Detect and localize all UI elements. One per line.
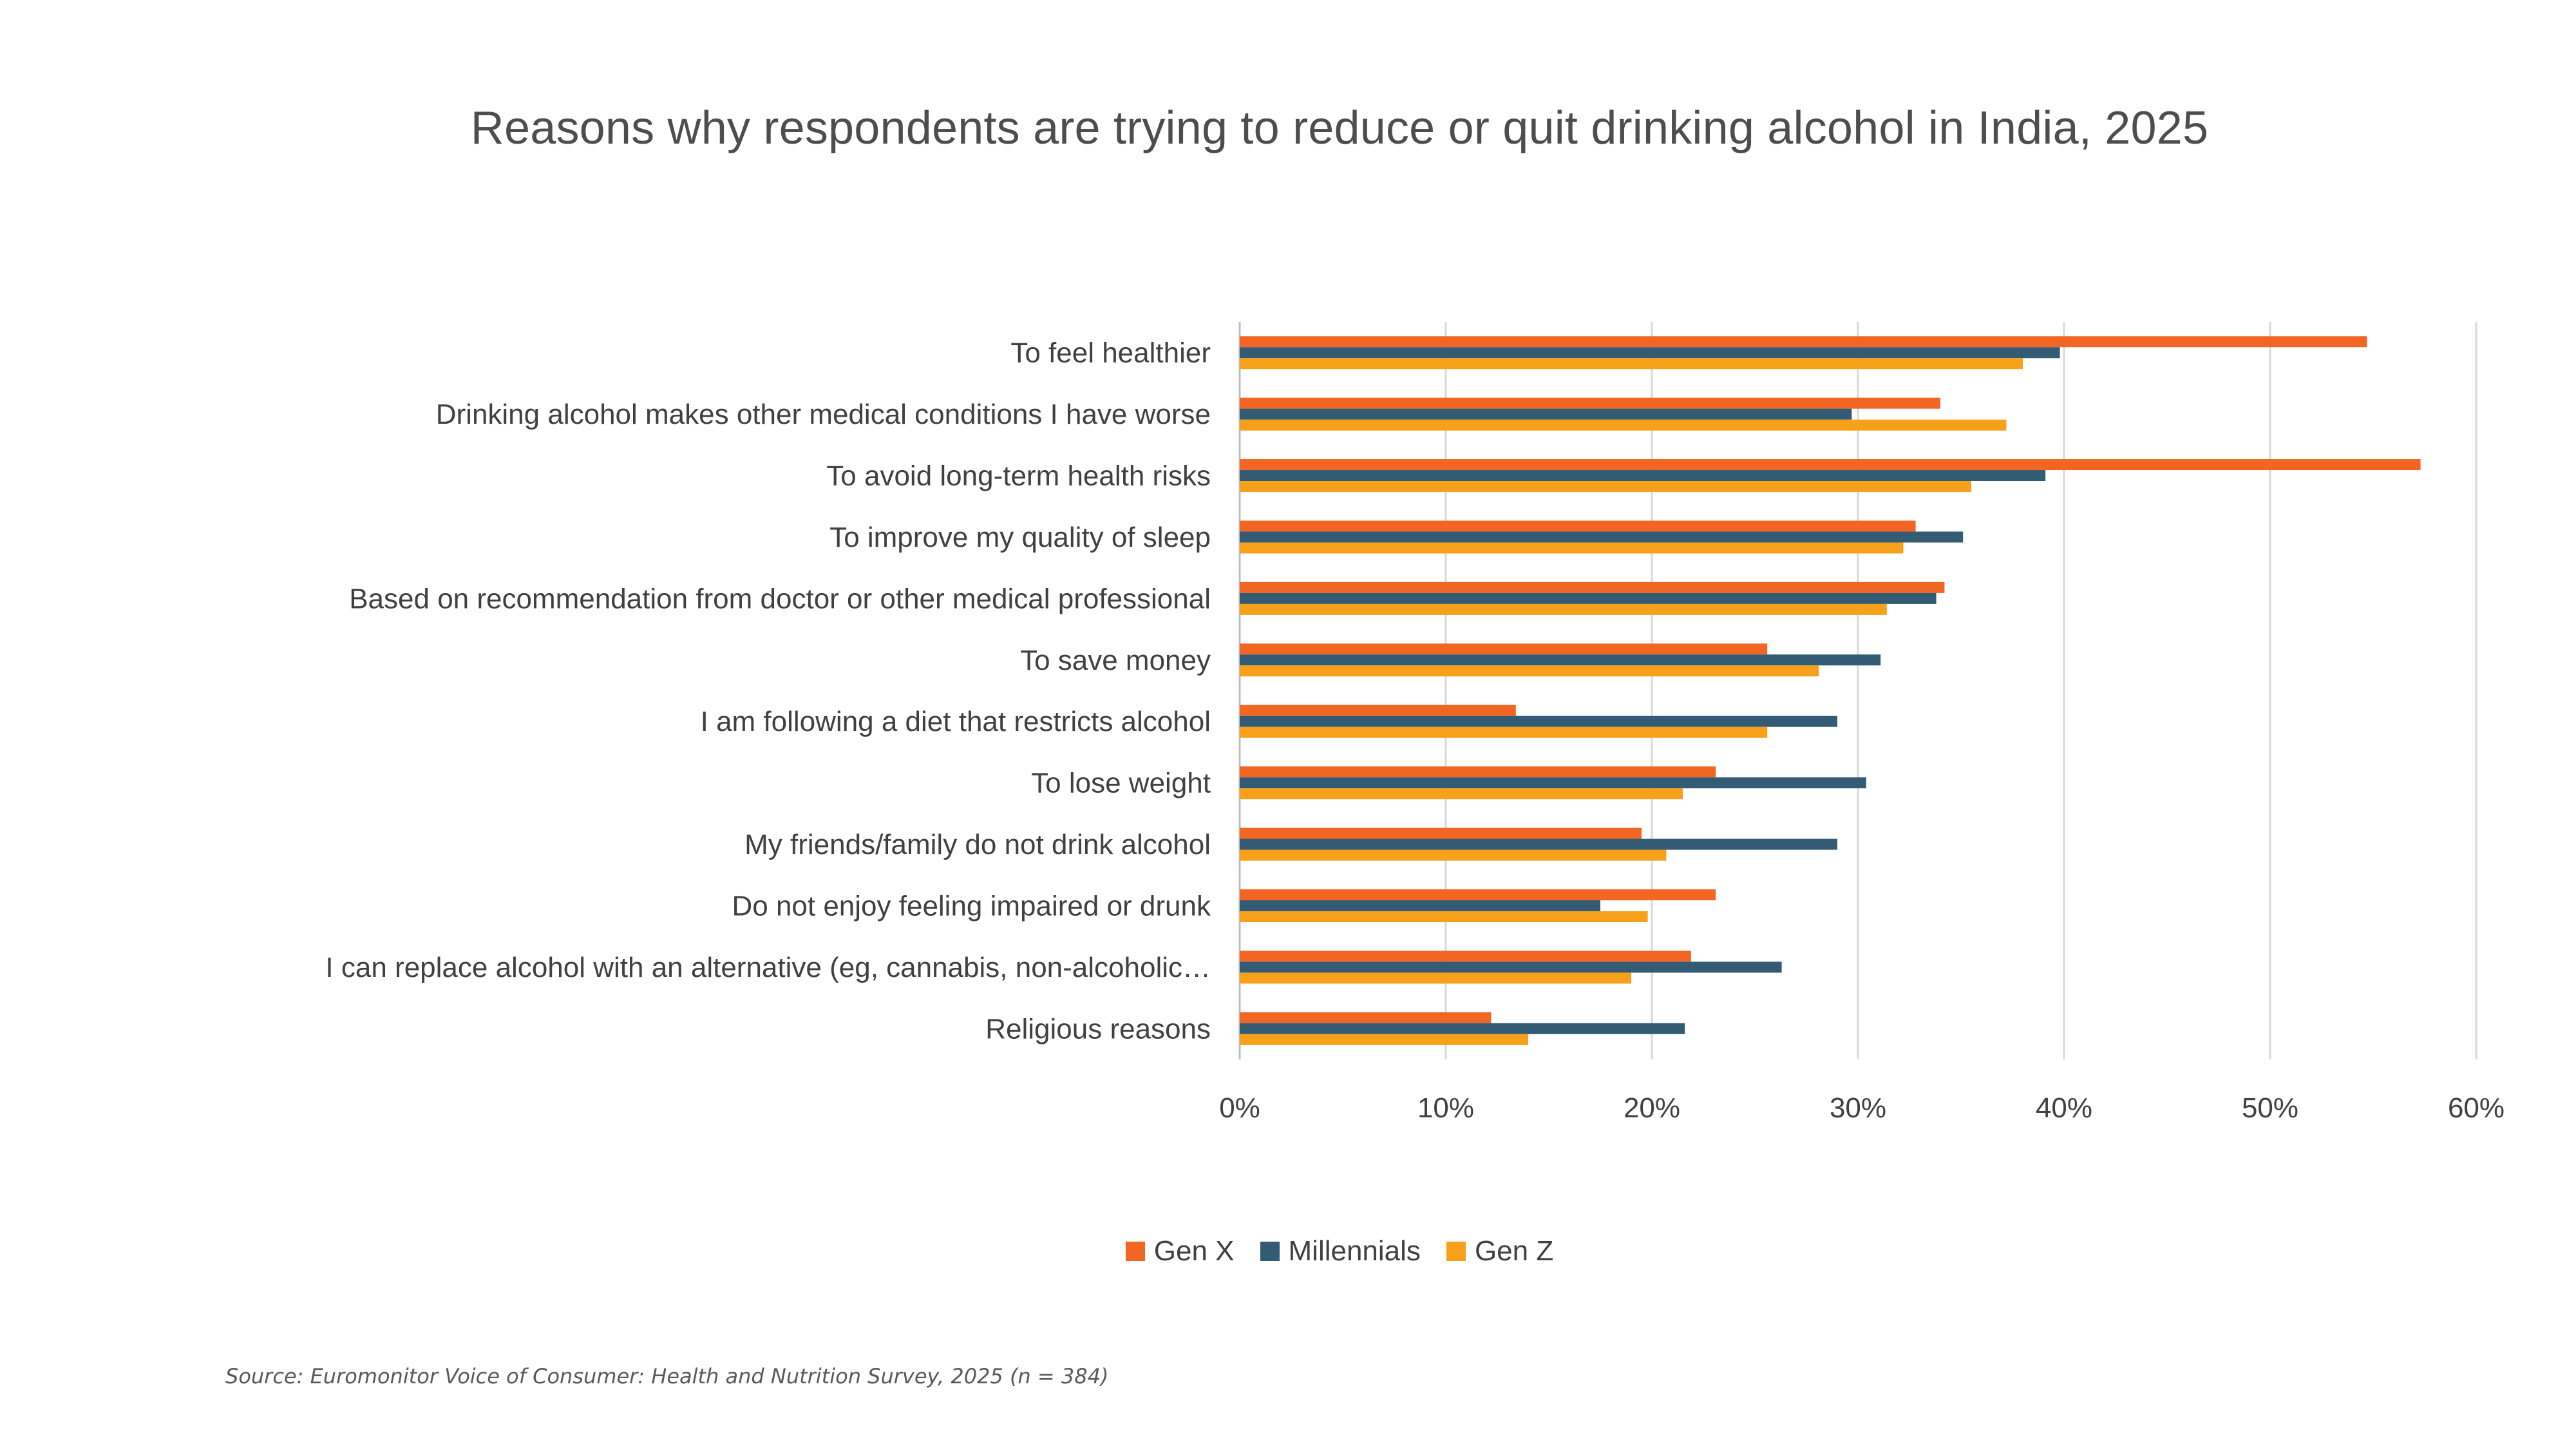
bar-gen-x-8 <box>1240 828 1642 839</box>
category-label-11: Religious reasons <box>985 1013 1211 1045</box>
category-label-1: Drinking alcohol makes other medical con… <box>436 399 1211 430</box>
bar-millennials-5 <box>1240 654 1881 666</box>
category-label-4: Based on recommendation from doctor or o… <box>349 583 1211 614</box>
bar-millennials-11 <box>1240 1023 1685 1034</box>
bar-millennials-0 <box>1240 347 2060 359</box>
bar-millennials-7 <box>1240 777 1866 789</box>
bar-gen-z-2 <box>1240 481 1971 493</box>
bar-gen-x-11 <box>1240 1012 1492 1023</box>
source-note: Source: Euromonitor Voice of Consumer: H… <box>225 1364 1109 1388</box>
bar-gen-z-9 <box>1240 911 1648 922</box>
x-tick-label-0: 0% <box>1219 1092 1260 1124</box>
bar-gen-x-2 <box>1240 459 2421 471</box>
bar-gen-x-1 <box>1240 397 1940 409</box>
bar-millennials-8 <box>1240 838 1837 850</box>
bar-gen-z-8 <box>1240 849 1667 861</box>
bar-gen-x-0 <box>1240 336 2367 348</box>
bar-gen-z-1 <box>1240 419 2007 431</box>
x-tick-label-60: 60% <box>2448 1092 2505 1124</box>
legend-item-gen-z[interactable]: Gen Z <box>1446 1235 1553 1267</box>
bar-gen-z-7 <box>1240 788 1683 800</box>
category-label-6: I am following a diet that restricts alc… <box>701 706 1211 737</box>
chart-title: Reasons why respondents are trying to re… <box>470 102 2209 154</box>
bar-millennials-2 <box>1240 470 2046 482</box>
bar-millennials-3 <box>1240 531 1964 543</box>
bar-gen-x-7 <box>1240 766 1716 778</box>
category-label-2: To avoid long-term health risks <box>826 460 1211 492</box>
legend-label-millennials: Millennials <box>1288 1235 1421 1267</box>
bar-gen-x-3 <box>1240 520 1916 532</box>
bar-gen-x-4 <box>1240 582 1945 593</box>
bar-gen-z-6 <box>1240 726 1768 738</box>
bar-millennials-4 <box>1240 592 1937 604</box>
legend-label-gen-x: Gen X <box>1153 1235 1235 1267</box>
category-label-0: To feel healthier <box>1010 337 1211 369</box>
legend-item-millennials[interactable]: Millennials <box>1260 1235 1421 1267</box>
x-tick-label-50: 50% <box>2242 1092 2298 1124</box>
bar-gen-z-5 <box>1240 665 1819 677</box>
x-tick-label-10: 10% <box>1417 1092 1474 1124</box>
category-label-5: To save money <box>1020 645 1211 676</box>
bar-gen-x-10 <box>1240 951 1691 962</box>
bar-millennials-1 <box>1240 408 1852 420</box>
category-label-10: I can replace alcohol with an alternativ… <box>325 952 1211 983</box>
bar-gen-z-3 <box>1240 542 1904 554</box>
x-tick-label-20: 20% <box>1624 1092 1680 1124</box>
legend-label-gen-z: Gen Z <box>1474 1235 1554 1267</box>
legend-swatch-millennials <box>1260 1242 1280 1261</box>
bar-millennials-6 <box>1240 715 1837 727</box>
x-tick-label-40: 40% <box>2036 1092 2092 1124</box>
category-label-3: To improve my quality of sleep <box>829 522 1211 553</box>
category-label-7: To lose weight <box>1031 768 1211 799</box>
x-tick-label-30: 30% <box>1830 1092 1886 1124</box>
legend: Gen X Millennials Gen Z <box>0 1235 2576 1267</box>
bar-millennials-10 <box>1240 961 1782 973</box>
bar-gen-x-6 <box>1240 705 1516 716</box>
bar-gen-x-5 <box>1240 643 1768 655</box>
legend-item-gen-x[interactable]: Gen X <box>1125 1235 1235 1267</box>
bar-millennials-9 <box>1240 900 1600 911</box>
bar-gen-z-0 <box>1240 358 2023 370</box>
bar-gen-x-9 <box>1240 889 1716 900</box>
bar-gen-z-11 <box>1240 1034 1528 1045</box>
legend-swatch-gen-x <box>1125 1242 1145 1261</box>
bar-gen-z-10 <box>1240 972 1631 984</box>
category-label-8: My friends/family do not drink alcohol <box>744 829 1211 860</box>
bar-gen-z-4 <box>1240 603 1887 615</box>
legend-swatch-gen-z <box>1446 1242 1466 1261</box>
category-label-9: Do not enjoy feeling impaired or drunk <box>732 890 1211 922</box>
